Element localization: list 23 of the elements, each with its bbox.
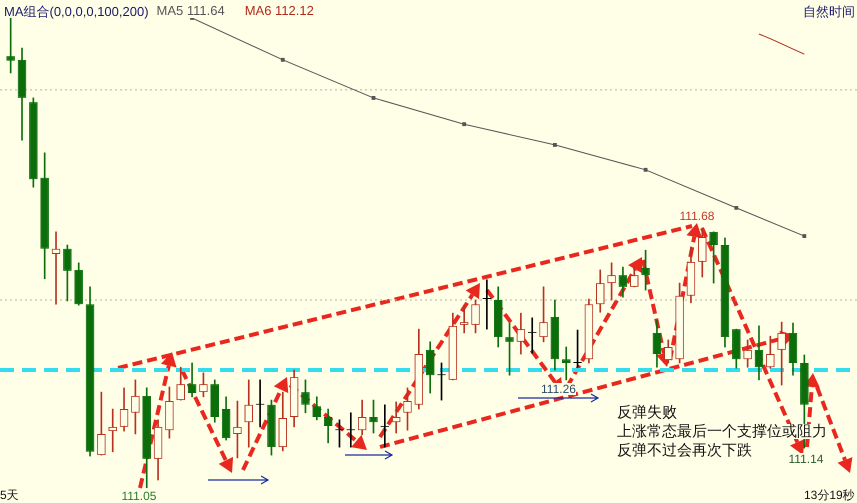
annotation: 111.14 — [788, 452, 824, 466]
candlestick — [52, 232, 60, 305]
annotation: 反弹不过会再次下跌 — [617, 442, 752, 459]
point — [552, 142, 557, 147]
point — [802, 234, 806, 238]
series-label: MA5 111.64 — [156, 3, 225, 20]
candlestick — [369, 400, 378, 434]
point — [734, 206, 738, 210]
candlestick — [233, 400, 242, 458]
annotation: 5天 — [0, 488, 19, 502]
point — [372, 96, 376, 100]
candlestick — [573, 330, 582, 368]
text: 111.05 — [122, 489, 156, 503]
candlestick — [505, 322, 514, 376]
legend-title: MA组合(0,0,0,0,100,200) — [4, 3, 149, 21]
annotation: 上涨常态最后一个支撑位或阻力 — [617, 423, 827, 440]
annotation: 13分19秒 — [804, 488, 855, 502]
annotation: 自然时间 — [803, 4, 855, 19]
point — [644, 168, 648, 172]
text: MA6 112.12 — [244, 3, 314, 20]
annotation: 反弹失败 — [617, 404, 677, 421]
annotation: 111.26 — [541, 382, 576, 396]
annotation: 111.68 — [680, 209, 714, 223]
